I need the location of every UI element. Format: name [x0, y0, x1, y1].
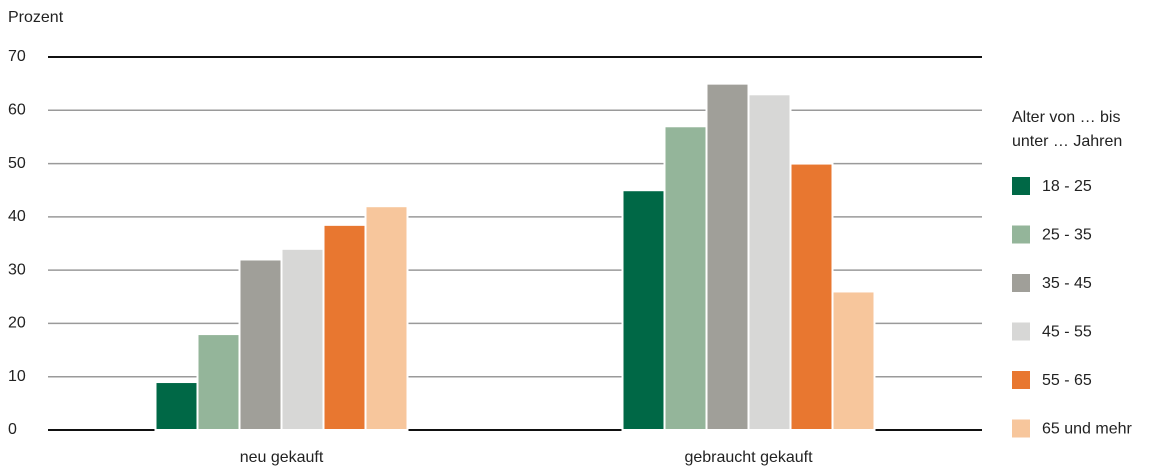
y-tick-label: 60 [8, 102, 26, 119]
bar [322, 223, 367, 431]
bar [280, 247, 325, 431]
bar [831, 290, 876, 432]
legend-title: unter … Jahren [1012, 133, 1122, 150]
bar [747, 93, 792, 432]
x-tick-label: gebraucht gekauft [684, 449, 813, 466]
legend-label: 35 - 45 [1042, 275, 1092, 292]
legend-swatch [1012, 419, 1030, 438]
y-tick-label: 10 [8, 368, 26, 385]
legend-label: 45 - 55 [1042, 324, 1092, 341]
bar [663, 125, 708, 432]
legend-label: 18 - 25 [1042, 178, 1092, 195]
legend-label: 55 - 65 [1042, 372, 1092, 389]
legend-swatch [1012, 177, 1030, 195]
bar [154, 381, 199, 431]
legend-label: 65 und mehr [1042, 421, 1133, 438]
legend-swatch [1012, 274, 1030, 292]
y-tick-label: 0 [8, 421, 17, 438]
y-tick-label: 30 [8, 261, 26, 278]
y-tick-label: 40 [8, 208, 26, 225]
bar [364, 205, 409, 431]
legend-swatch [1012, 225, 1030, 244]
legend-swatch [1012, 371, 1030, 389]
x-tick-label: neu gekauft [240, 449, 324, 466]
bar [238, 258, 283, 431]
legend-title: Alter von … bis [1012, 109, 1120, 126]
legend-swatch [1012, 322, 1030, 341]
legend-label: 25 - 35 [1042, 227, 1092, 244]
y-axis-label: Prozent [8, 9, 64, 26]
y-tick-label: 50 [8, 155, 26, 172]
bar [789, 162, 834, 431]
bar [705, 82, 750, 432]
y-tick-label: 70 [8, 48, 26, 65]
y-tick-label: 20 [8, 315, 26, 332]
bar [621, 189, 666, 431]
bar [196, 333, 241, 432]
